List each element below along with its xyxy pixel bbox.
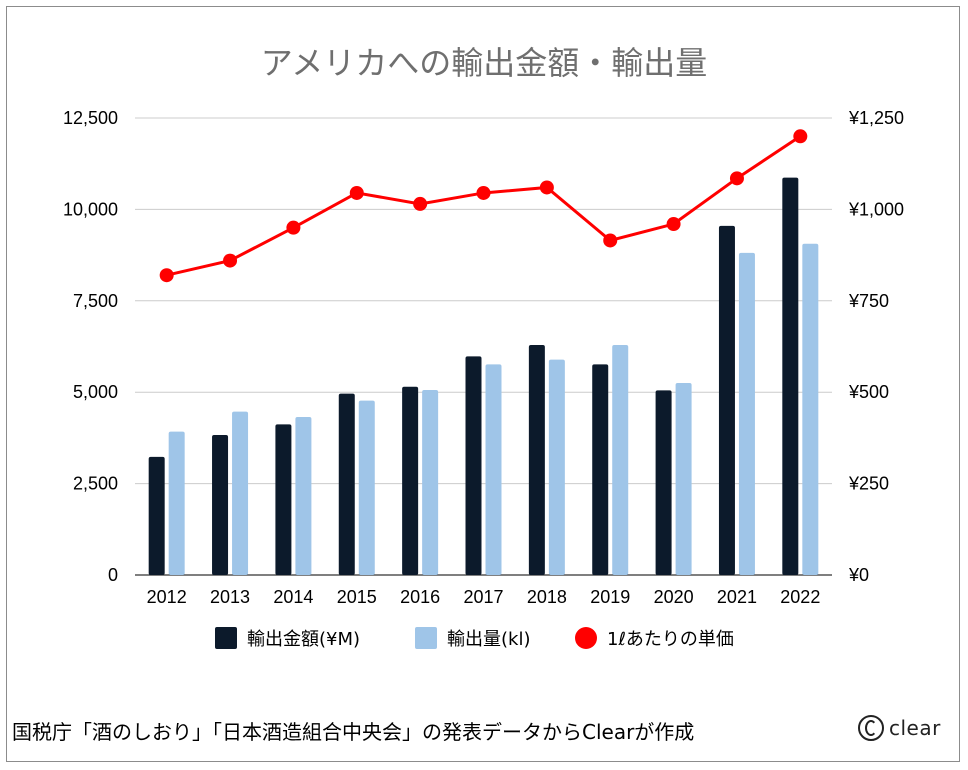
export-volume-bar — [168, 431, 185, 575]
x-axis-tick-label: 2017 — [463, 587, 503, 607]
x-axis-tick-label: 2019 — [590, 587, 630, 607]
unit-price-point — [413, 196, 428, 211]
legend-swatch-1 — [215, 627, 237, 649]
export-volume-bar — [612, 345, 629, 575]
unit-price-line — [166, 135, 802, 277]
clear-logo: clear — [858, 710, 941, 746]
unit-price-point — [729, 171, 744, 186]
export-volume-bar — [738, 252, 755, 575]
unit-price-point — [666, 217, 681, 232]
export-volume-bar — [295, 417, 312, 575]
export-volume-bar — [232, 411, 249, 575]
x-axis-tick-label: 2020 — [654, 587, 694, 607]
right-axis-tick-label: ¥1,250 — [848, 108, 904, 128]
export-value-bar — [212, 434, 229, 575]
right-axis-tick-label: ¥0 — [848, 565, 869, 585]
right-axis-tick-label: ¥500 — [848, 382, 889, 402]
left-axis-tick-label: 0 — [108, 565, 118, 585]
left-axis-tick-label: 12,500 — [63, 108, 118, 128]
legend-label-1: 輸出金額(¥M) — [247, 629, 360, 650]
export-value-bar — [402, 386, 419, 575]
left-axis-tick-label: 5,000 — [73, 382, 118, 402]
price-line — [159, 129, 808, 283]
export-value-bar — [718, 225, 735, 576]
unit-price-point — [476, 185, 491, 200]
export-volume-bar — [675, 383, 692, 575]
left-axis-tick-label: 10,000 — [63, 199, 118, 219]
export-value-bar — [148, 456, 165, 575]
unit-price-point — [349, 185, 364, 200]
chart-title: アメリカへの輸出金額・輸出量 — [260, 44, 708, 82]
legend: 輸出金額(¥M) 輸出量(kl) 1ℓあたりの単価 — [215, 627, 734, 650]
legend-label-2: 輸出量(kl) — [447, 629, 530, 650]
x-axis-tick-label: 2014 — [273, 587, 313, 607]
export-volume-bar — [548, 359, 565, 575]
legend-label-3: 1ℓあたりの単価 — [607, 629, 734, 650]
unit-price-point — [223, 253, 238, 268]
unit-price-point — [286, 220, 301, 235]
clear-logo-icon — [858, 715, 884, 741]
export-volume-bar — [358, 400, 375, 575]
legend-swatch-2 — [415, 627, 437, 649]
export-value-bar — [782, 177, 799, 575]
export-value-bar — [465, 356, 482, 575]
x-axis-tick-label: 2012 — [147, 587, 187, 607]
x-axis-tick-label: 2018 — [527, 587, 567, 607]
legend-swatch-3 — [575, 627, 597, 649]
export-value-bar — [275, 424, 292, 575]
axis-labels: 0 2,500 5,000 7,500 10,000 12,500 ¥0 ¥250 ¥500 ¥7… — [63, 108, 904, 607]
export-value-bar — [592, 364, 609, 575]
right-axis-tick-label: ¥750 — [848, 291, 889, 311]
unit-price-point — [159, 268, 174, 283]
export-value-bar — [655, 390, 672, 575]
unit-price-point — [603, 233, 618, 248]
export-value-bar — [528, 345, 545, 575]
x-axis-tick-label: 2015 — [337, 587, 377, 607]
x-axis-tick-label: 2013 — [210, 587, 250, 607]
gridlines — [135, 117, 832, 576]
export-volume-bar — [485, 364, 502, 575]
left-axis-tick-label: 7,500 — [73, 291, 118, 311]
right-axis-tick-label: ¥250 — [848, 474, 889, 494]
export-value-bar — [338, 393, 355, 575]
export-volume-bar — [422, 390, 439, 575]
x-axis-tick-label: 2016 — [400, 587, 440, 607]
x-axis-tick-label: 2022 — [780, 587, 820, 607]
unit-price-point — [539, 180, 554, 195]
right-axis-tick-label: ¥1,000 — [848, 199, 904, 219]
export-volume-bar — [802, 243, 819, 575]
unit-price-point — [793, 129, 808, 144]
source-note: 国税庁「酒のしおり」「日本酒造組合中央会」の発表データからClearが作成 — [12, 720, 695, 744]
bars — [148, 177, 819, 576]
x-axis-tick-label: 2021 — [717, 587, 757, 607]
clear-logo-text: clear — [889, 716, 941, 740]
left-axis-tick-label: 2,500 — [73, 474, 118, 494]
